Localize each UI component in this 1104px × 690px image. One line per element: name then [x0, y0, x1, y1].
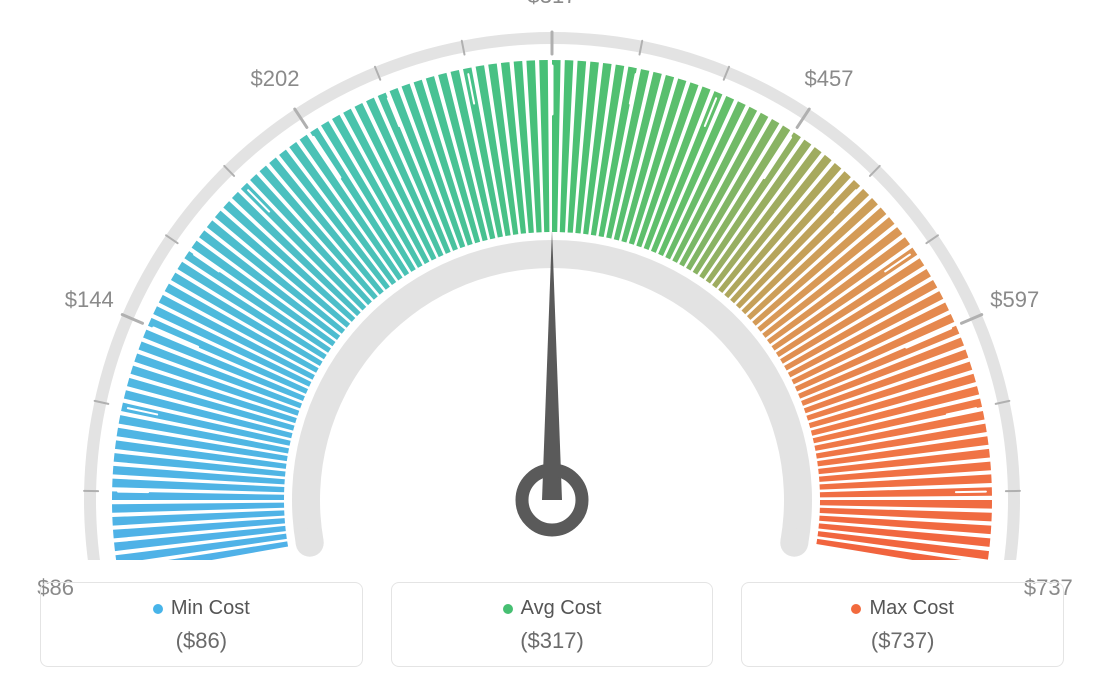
legend-card-min: Min Cost ($86) [40, 582, 363, 667]
legend-title-avg: Avg Cost [503, 597, 602, 620]
legend-card-max: Max Cost ($737) [741, 582, 1064, 667]
gauge-tick-label: $597 [990, 287, 1039, 313]
dot-icon [153, 604, 163, 614]
gauge-svg [0, 0, 1104, 560]
dot-icon [851, 604, 861, 614]
gauge-tick-label: $202 [251, 66, 300, 92]
gauge-container: $86$144$202$317$457$597$737 [0, 0, 1104, 560]
legend-title-min: Min Cost [153, 597, 250, 620]
legend-title-text: Avg Cost [521, 597, 602, 620]
legend-title-max: Max Cost [851, 597, 953, 620]
gauge-tick-label: $144 [65, 287, 114, 313]
legend-card-avg: Avg Cost ($317) [391, 582, 714, 667]
gauge-tick-label: $317 [528, 0, 577, 9]
legend-value-max: ($737) [752, 628, 1053, 654]
legend-value-avg: ($317) [402, 628, 703, 654]
legend-row: Min Cost ($86) Avg Cost ($317) Max Cost … [0, 582, 1104, 667]
gauge-tick-label: $457 [805, 66, 854, 92]
legend-value-min: ($86) [51, 628, 352, 654]
dot-icon [503, 604, 513, 614]
legend-title-text: Min Cost [171, 597, 250, 620]
legend-title-text: Max Cost [869, 597, 953, 620]
